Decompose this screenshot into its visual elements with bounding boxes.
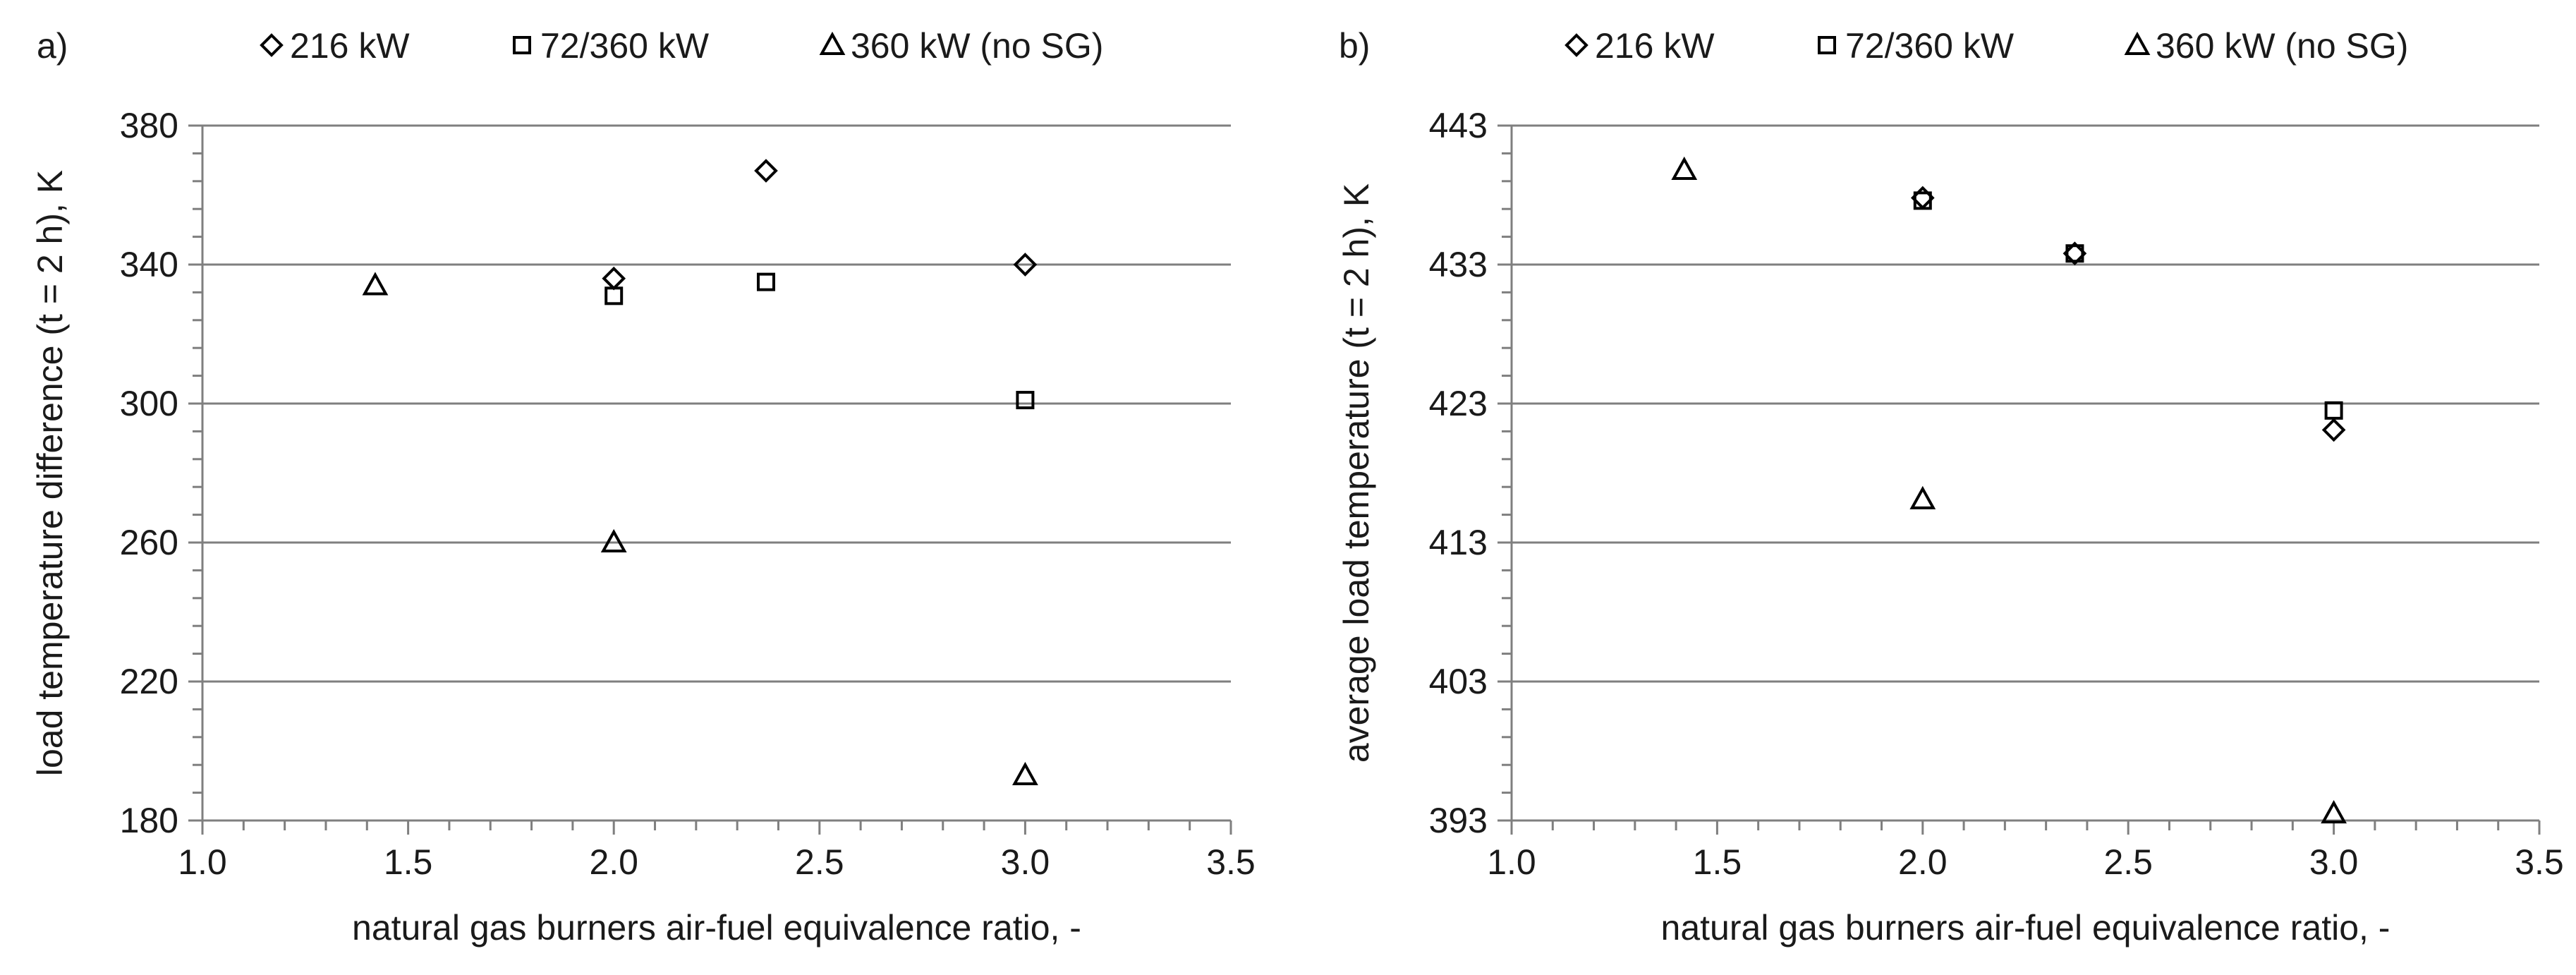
- data-point-square: [604, 286, 624, 305]
- data-point-triangle: [600, 528, 627, 552]
- x-tick-label: 1.5: [1693, 842, 1742, 882]
- x-tick-label: 1.5: [384, 842, 433, 882]
- legend-marker-triangle: [2124, 31, 2151, 55]
- y-tick-label: 220: [120, 662, 178, 701]
- legend-marker-diamond: [1565, 33, 1588, 57]
- x-tick-label: 3.0: [2309, 842, 2359, 882]
- data-point-square: [2324, 401, 2343, 420]
- legend-label: 360 kW (no SG): [851, 26, 1103, 66]
- y-tick-label: 413: [1429, 523, 1488, 562]
- y-tick-label: 403: [1429, 662, 1488, 701]
- x-axis-title: natural gas burners air-fuel equivalence…: [1661, 908, 2390, 947]
- y-tick-label: 260: [120, 523, 178, 562]
- data-point-diamond: [754, 159, 778, 183]
- data-point-square: [1016, 391, 1035, 410]
- data-point-diamond: [1013, 253, 1038, 277]
- legend-label: 72/360 kW: [540, 26, 710, 66]
- legend-marker-diamond: [260, 33, 284, 57]
- x-tick-label: 1.0: [178, 842, 227, 882]
- legend-marker-triangle: [819, 31, 846, 55]
- legend-marker-square: [513, 36, 531, 54]
- y-tick-label: 380: [120, 106, 178, 145]
- x-tick-label: 2.5: [795, 842, 844, 882]
- x-tick-label: 3.5: [2515, 842, 2564, 882]
- x-tick-label: 2.5: [2103, 842, 2153, 882]
- data-point-triangle: [362, 272, 389, 296]
- data-point-triangle: [1012, 761, 1038, 785]
- data-point-square: [756, 272, 775, 291]
- x-tick-label: 1.0: [1487, 842, 1536, 882]
- data-point-diamond: [2321, 418, 2346, 442]
- data-point-triangle: [1671, 156, 1698, 181]
- panel-label: a): [37, 26, 68, 66]
- x-axis-title: natural gas burners air-fuel equivalence…: [352, 908, 1081, 947]
- y-tick-label: 180: [120, 801, 178, 840]
- y-tick-label: 443: [1429, 106, 1488, 145]
- legend-label: 216 kW: [290, 26, 410, 66]
- legend-label: 360 kW (no SG): [2156, 26, 2408, 66]
- panel-label: b): [1339, 26, 1370, 66]
- data-point-diamond: [602, 266, 626, 291]
- legend-label: 216 kW: [1595, 26, 1715, 66]
- y-tick-label: 433: [1429, 245, 1488, 284]
- data-point-square: [2065, 244, 2084, 263]
- x-tick-label: 2.0: [589, 842, 638, 882]
- data-point-triangle: [2321, 800, 2347, 824]
- y-tick-label: 300: [120, 384, 178, 423]
- legend-marker-square: [1818, 36, 1836, 54]
- x-tick-label: 3.0: [1001, 842, 1050, 882]
- y-axis-title: average load temperature (t = 2 h), K: [1337, 183, 1376, 763]
- data-point-triangle: [1909, 485, 1936, 509]
- chart-panel-b: b) 393 403 413 423 433 443 1.0 1.5 2.0 2.5 3.0 3.5 na…: [1337, 26, 2564, 947]
- y-tick-label: 340: [120, 245, 178, 284]
- chart-panel-a: a) 180 220 260 300 340 380 1.0 1.5 2.0 2.5 3.0 3.5 na…: [30, 26, 1256, 947]
- x-tick-label: 3.5: [1206, 842, 1256, 882]
- y-axis-title: load temperature difference (t = 2 h), K: [30, 170, 70, 776]
- x-tick-label: 2.0: [1898, 842, 1948, 882]
- y-tick-label: 393: [1429, 801, 1488, 840]
- legend-label: 72/360 kW: [1845, 26, 2015, 66]
- data-point-square: [1913, 191, 1932, 210]
- y-tick-label: 423: [1429, 384, 1488, 423]
